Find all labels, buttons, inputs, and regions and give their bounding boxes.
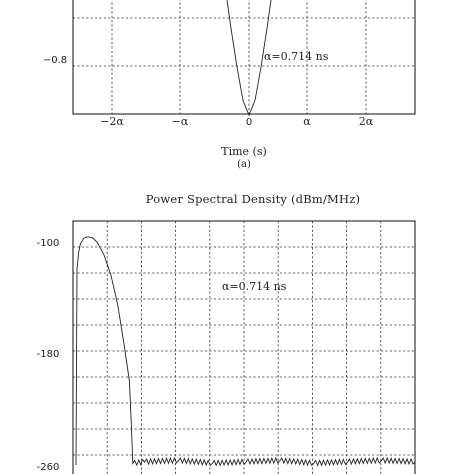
chart-a-xtick-label: −2α <box>100 115 124 128</box>
chart-b-ytick-label: -180 <box>37 349 60 360</box>
chart-b-series-line <box>75 236 416 467</box>
chart-a-xtick-label: α <box>303 115 311 128</box>
chart-a-frame <box>72 0 416 115</box>
chart-a: −0.8 −2α −α 0 α 2α α=0.714 ns Time (s) (… <box>43 0 416 170</box>
chart-a-annotation: α=0.714 ns <box>264 50 329 63</box>
chart-a-xlabel: Time (s) <box>221 145 267 158</box>
chart-a-xtick-label: 0 <box>246 117 252 128</box>
chart-a-ytick-label: −0.8 <box>43 55 67 66</box>
chart-b-annotation: α=0.714 ns <box>222 280 287 293</box>
chart-b-grid <box>73 221 415 474</box>
chart-b-title: Power Spectral Density (dBm/MHz) <box>146 192 360 206</box>
chart-a-grid <box>73 0 415 114</box>
chart-b: Power Spectral Density (dBm/MHz) -100 -1… <box>37 192 416 474</box>
chart-b-ytick-label: -100 <box>37 238 60 249</box>
chart-b-frame <box>72 220 416 474</box>
chart-a-series-line <box>226 0 272 117</box>
chart-a-xtick-label: 2α <box>359 115 374 128</box>
chart-a-xtick-label: −α <box>172 115 189 128</box>
chart-b-ytick-label: -260 <box>37 462 60 473</box>
chart-a-panel-label: (a) <box>237 159 251 170</box>
